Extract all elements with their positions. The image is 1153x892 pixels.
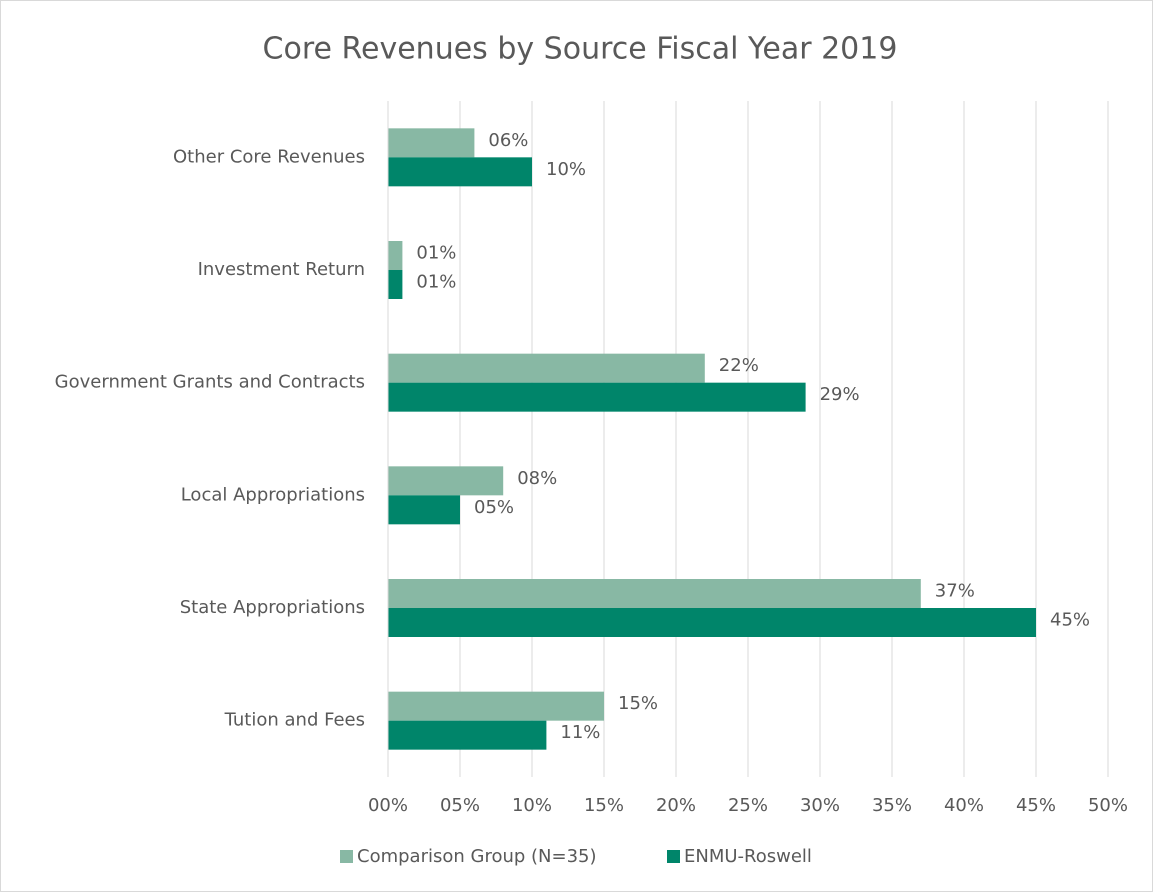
bar [388, 720, 547, 750]
x-tick-label: 15% [584, 795, 624, 816]
y-tick-label: Tution and Fees [224, 710, 365, 731]
data-label: 08% [517, 468, 557, 489]
x-tick-label: 10% [512, 795, 552, 816]
bar [388, 691, 604, 721]
bar [388, 495, 460, 525]
data-label: 45% [1050, 610, 1090, 631]
y-tick-label: Local Appropriations [181, 484, 365, 505]
y-tick-label: State Appropriations [180, 597, 365, 618]
y-tick-label: Government Grants and Contracts [55, 372, 365, 393]
x-tick-label: 35% [872, 795, 912, 816]
legend-label: Comparison Group (N=35) [357, 846, 597, 867]
bar [388, 353, 705, 383]
x-tick-label: 20% [656, 795, 696, 816]
x-tick-label: 50% [1088, 795, 1128, 816]
data-label: 01% [416, 272, 456, 293]
x-tick-label: 00% [368, 795, 408, 816]
bar [388, 608, 1036, 637]
data-label: 22% [719, 355, 759, 376]
data-label: 11% [560, 722, 600, 743]
y-tick-label: Investment Return [198, 259, 365, 280]
chart-title: Core Revenues by Source Fiscal Year 2019 [263, 32, 898, 67]
data-label: 06% [488, 130, 528, 151]
x-tick-label: 25% [728, 795, 768, 816]
data-label: 01% [416, 243, 456, 264]
x-tick-label: 05% [440, 795, 480, 816]
data-label: 10% [546, 159, 586, 180]
bar [388, 382, 806, 412]
bar [388, 128, 475, 158]
legend-swatch [667, 850, 680, 863]
y-tick-label: Other Core Revenues [173, 146, 365, 167]
bar [388, 466, 504, 496]
data-label: 37% [935, 581, 975, 602]
x-tick-label: 30% [800, 795, 840, 816]
bar [388, 241, 403, 270]
data-label: 05% [474, 497, 514, 518]
legend-swatch [340, 850, 353, 863]
x-tick-label: 45% [1016, 795, 1056, 816]
data-label: 29% [820, 384, 860, 405]
data-label: 15% [618, 693, 658, 714]
bar [388, 579, 921, 608]
legend-label: ENMU-Roswell [684, 846, 812, 867]
bar [388, 270, 403, 299]
bar [388, 157, 532, 187]
x-tick-label: 40% [944, 795, 984, 816]
